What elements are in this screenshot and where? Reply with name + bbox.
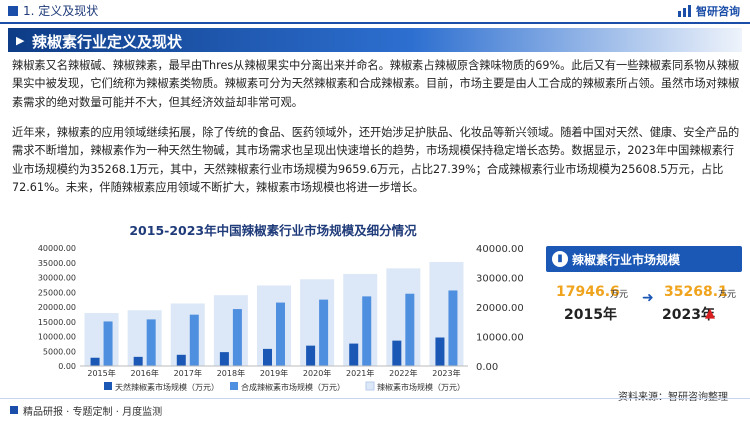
brand-name: 智研咨询 — [696, 5, 740, 18]
y-right-tick-label: 10000.00 — [476, 333, 524, 344]
chart-title: 2015-2023年中国辣椒素行业市场规模及细分情况 — [129, 223, 417, 238]
bar-natural — [219, 352, 229, 366]
bar-natural — [435, 337, 445, 366]
bar-synthetic — [103, 321, 113, 366]
legend-swatch — [104, 382, 112, 390]
y-right-tick-label: 20000.00 — [476, 303, 524, 314]
y-right-tick-label: 0.00 — [476, 362, 498, 373]
brand-logo: 智研咨询 — [678, 3, 740, 19]
y-left-tick-label: 35000.00 — [38, 259, 76, 268]
bar-synthetic — [319, 299, 329, 366]
x-tick-label: 2023年 — [432, 368, 460, 378]
y-left-tick-label: 5000.00 — [43, 347, 76, 356]
unit-2015: 万元 — [610, 290, 629, 300]
top-bar: 1. 定义及现状 智研咨询 — [0, 0, 750, 24]
panel-title: 辣椒素行业市场规模 — [572, 253, 681, 267]
y-left-tick-label: 0.00 — [58, 362, 76, 371]
y-left-tick-label: 40000.00 — [38, 244, 76, 253]
bar-total — [343, 273, 378, 366]
banner-arrow-icon: ▶ — [16, 34, 25, 47]
bar-synthetic — [405, 293, 415, 366]
y-right-tick-label: 40000.00 — [476, 244, 524, 255]
legend-label: 辣椒素市场规模（万元） — [377, 382, 465, 392]
bar-chart-icon: ▮ — [552, 251, 568, 267]
market-size-chart: 0.00 5000.00 10000.00 15000.00 20000.00 25000… — [38, 244, 524, 392]
footer-marker-icon — [10, 406, 18, 414]
brand-bars-icon — [678, 5, 691, 17]
x-tick-label: 2017年 — [174, 368, 202, 378]
footer: 精品研报 · 专题定制 · 月度监测 — [0, 398, 750, 421]
y-left-tick-label: 25000.00 — [38, 288, 76, 297]
bar-natural — [392, 340, 402, 366]
paragraph-definition: 辣椒素又名辣椒碱、辣椒辣素，最早由Thres从辣椒果实中分离出来并命名。辣椒素占… — [12, 59, 740, 109]
bar-total — [386, 268, 421, 366]
bar-synthetic — [189, 314, 199, 366]
section-marker-icon — [8, 6, 18, 16]
year-2023: 2023年 — [662, 307, 715, 323]
x-tick-label: 2018年 — [217, 368, 245, 378]
value-2023: 35268.1 — [664, 284, 728, 300]
bar-natural — [349, 343, 359, 366]
bar-total — [213, 295, 248, 366]
up-arrow-icon: ▲ — [705, 306, 715, 321]
unit-2023: 万元 — [718, 290, 737, 300]
bar-synthetic — [146, 319, 156, 366]
legend-label: 合成辣椒素市场规模（万元） — [241, 382, 345, 392]
x-tick-label: 2020年 — [303, 368, 331, 378]
banner-title: 辣椒素行业定义及现状 — [32, 33, 183, 51]
bar-total — [429, 261, 464, 366]
footer-note: 精品研报 · 专题定制 · 月度监测 — [23, 407, 163, 418]
legend-label: 天然辣椒素市场规模（万元） — [115, 382, 219, 392]
y-right-tick-label: 30000.00 — [476, 274, 524, 285]
bar-natural — [176, 354, 186, 366]
x-tick-label: 2019年 — [260, 368, 288, 378]
y-left-tick-label: 20000.00 — [38, 303, 76, 312]
bar-synthetic — [276, 302, 285, 366]
footer-divider — [0, 398, 750, 399]
bar-natural — [306, 345, 316, 366]
x-tick-label: 2016年 — [130, 368, 158, 378]
bar-synthetic — [448, 290, 458, 366]
source-note: 资料来源：智研咨询整理 — [618, 388, 728, 403]
year-2015: 2015年 — [564, 307, 617, 323]
bar-total — [257, 285, 291, 366]
x-tick-label: 2022年 — [389, 368, 417, 378]
paragraph-status: 近年来，辣椒素的应用领域继续拓展，除了传统的食品、医药领域外，还开始涉足护肤品、… — [12, 126, 740, 195]
bar-total — [84, 313, 119, 366]
arrow-right-icon: ➜ — [642, 290, 654, 306]
bar-natural — [263, 348, 272, 366]
legend-swatch — [365, 381, 375, 391]
y-left-tick-label: 30000.00 — [38, 274, 76, 283]
title-banner: ▶ 辣椒素行业定义及现状 — [8, 28, 742, 52]
panel-header: ▮ 辣椒素行业市场规模 — [546, 246, 742, 272]
y-left-tick-label: 15000.00 — [38, 318, 76, 327]
x-tick-label: 2015年 — [87, 368, 115, 378]
bar-total — [300, 279, 335, 366]
y-left-tick-label: 10000.00 — [38, 333, 76, 342]
bar-natural — [90, 357, 100, 366]
bar-synthetic — [232, 309, 242, 366]
section-heading: 1. 定义及现状 — [23, 4, 99, 18]
bar-total — [127, 310, 162, 366]
header-divider — [0, 22, 750, 24]
value-2015: 17946.6 — [556, 284, 620, 300]
legend-swatch — [230, 382, 238, 390]
bar-synthetic — [362, 296, 372, 366]
x-tick-label: 2021年 — [346, 368, 374, 378]
bar-total — [170, 303, 205, 366]
bar-natural — [133, 356, 143, 366]
market-size-panel: ▮ 辣椒素行业市场规模 17946.6 万元 2015年 ➜ 35268.1 万… — [546, 246, 742, 350]
